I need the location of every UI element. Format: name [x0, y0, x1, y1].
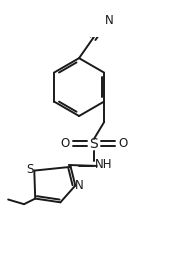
Text: O: O: [61, 137, 70, 150]
Text: NH: NH: [95, 159, 112, 172]
Text: S: S: [90, 136, 98, 151]
Text: O: O: [118, 137, 127, 150]
Text: N: N: [105, 14, 113, 27]
Text: N: N: [75, 179, 84, 192]
Text: S: S: [27, 162, 34, 176]
